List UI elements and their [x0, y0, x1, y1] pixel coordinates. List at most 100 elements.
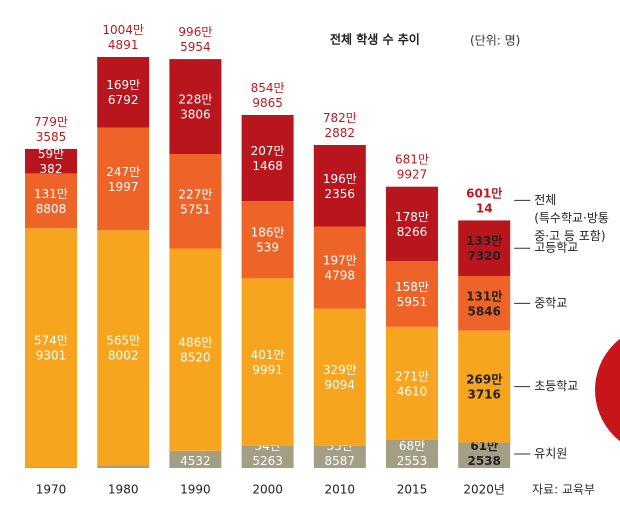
value-label-line: 1468	[252, 159, 283, 173]
value-label-line: 2356	[325, 186, 356, 200]
bar-segment	[25, 228, 77, 468]
bar-segment	[97, 127, 150, 231]
value-label: 131만 8808	[34, 186, 68, 215]
bar-segment	[458, 275, 511, 331]
value-label-line: 9991	[252, 362, 283, 376]
bar-segment	[97, 230, 150, 466]
value-label-line: 382	[40, 162, 63, 176]
value-label: 329만 9094	[323, 363, 357, 392]
total-label: 854만 9865	[251, 80, 285, 109]
total-label-line: 9865	[252, 95, 283, 109]
value-label-line: 4798	[325, 268, 356, 282]
value-label-line: 329만	[323, 363, 357, 377]
value-label-line: 186만	[251, 225, 285, 239]
bar-segment	[25, 467, 77, 468]
value-label-line: 4610	[397, 384, 428, 398]
value-label: 227만 5751	[178, 187, 212, 216]
bar-segment	[25, 148, 77, 174]
value-label-line: 486만	[178, 335, 212, 349]
x-tick-label: 2000	[252, 483, 283, 497]
bar-segment	[241, 201, 294, 279]
bar-segment	[313, 226, 366, 309]
total-label-line: 9927	[397, 167, 428, 181]
x-tick-label: 1970	[36, 483, 67, 497]
value-label-line: 1997	[108, 179, 139, 193]
value-label-line: 131만	[466, 288, 502, 303]
x-tick-label: 2010	[325, 483, 356, 497]
value-label-line: 9094	[325, 378, 356, 392]
decoration	[595, 338, 620, 442]
chart-subtitle: (단위: 명)	[470, 34, 520, 48]
bar-segment	[241, 445, 294, 468]
bar-segment	[458, 330, 511, 443]
source: 자료: 교육부	[532, 483, 595, 497]
value-label-line: 8520	[180, 350, 211, 364]
total-label: 782만 2882	[323, 111, 357, 140]
total-label-line: 996만	[178, 25, 212, 39]
x-tick-label: 1990	[180, 483, 211, 497]
total-label: 1004만 4891	[102, 23, 144, 52]
value-label-line: 197만	[323, 253, 357, 267]
bar-segment	[386, 439, 438, 468]
value-label-line: 6792	[108, 93, 139, 107]
value-label: 197만 4798	[323, 253, 357, 282]
total-label-line: 4891	[108, 38, 139, 52]
value-label: 574만 9301	[34, 333, 68, 362]
value-label: 269만 3716	[466, 371, 502, 401]
value-label-line: 271만	[395, 369, 429, 383]
value-label-line: 169만	[106, 78, 140, 92]
value-label-line: 401만	[251, 347, 285, 361]
legend-label: 유치원	[534, 447, 567, 461]
bar-segment	[241, 114, 294, 202]
value-label-line: 4532	[180, 454, 211, 468]
total-label-line: 2882	[325, 126, 356, 140]
value-label-line: 228만	[178, 92, 212, 106]
total-label-line: 782만	[323, 111, 357, 125]
value-label: 178만 8266	[395, 209, 429, 238]
total-label-line: 779만	[34, 114, 68, 128]
value-label-line: 3716	[467, 387, 500, 401]
bar-segment	[458, 442, 511, 468]
value-label-line: 68만	[399, 439, 425, 453]
legend-label: 중·고 등 포함)	[534, 229, 605, 243]
legend-label: 고등학교	[534, 241, 578, 255]
value-label: 196만 2356	[323, 171, 357, 200]
value-label-line: 9301	[36, 348, 67, 362]
value-label-line: 2553	[397, 454, 428, 468]
value-label: 169만 6792	[106, 78, 140, 107]
value-label-line: 574만	[34, 333, 68, 347]
bar-segment	[241, 278, 294, 446]
total-label-line: 854만	[251, 80, 285, 94]
value-label-line: 131만	[34, 186, 68, 200]
legend-label: 전체	[534, 193, 556, 207]
value-label-line: 227만	[178, 187, 212, 201]
total-label: 601만 14	[466, 185, 502, 215]
value-label: 133만 7320	[466, 233, 502, 263]
bar-segment	[25, 173, 77, 229]
value-label-line: 5751	[180, 202, 211, 216]
value-label-line: 59만	[38, 147, 64, 161]
value-label-line: 5846	[467, 304, 500, 318]
x-tick-label: 2015	[397, 483, 428, 497]
bar-segment	[169, 248, 222, 451]
total-label: 681만 9927	[395, 152, 429, 181]
value-label: 271만 4610	[395, 369, 429, 398]
bar-segment	[313, 145, 366, 227]
value-label: 486만 8520	[178, 335, 212, 364]
total-label-line: 3585	[36, 129, 67, 143]
value-label: 131만 5846	[466, 288, 502, 318]
value-label: 565만 8002	[106, 333, 140, 362]
value-label: 186만 539	[251, 225, 285, 254]
value-label-line: 3806	[180, 107, 211, 121]
value-label-line: 7320	[467, 249, 500, 263]
value-label-line: 178만	[395, 209, 429, 223]
value-label: 401만 9991	[251, 347, 285, 376]
value-label-line: 2538	[467, 454, 500, 468]
value-label-line: 5263	[252, 454, 283, 468]
total-label-line: 14	[476, 201, 493, 215]
total-label: 996만 5954	[178, 25, 212, 54]
chart-title: 전체 학생 수 추이	[330, 32, 420, 47]
bar-segment	[97, 465, 150, 468]
value-label-line: 8002	[108, 348, 139, 362]
